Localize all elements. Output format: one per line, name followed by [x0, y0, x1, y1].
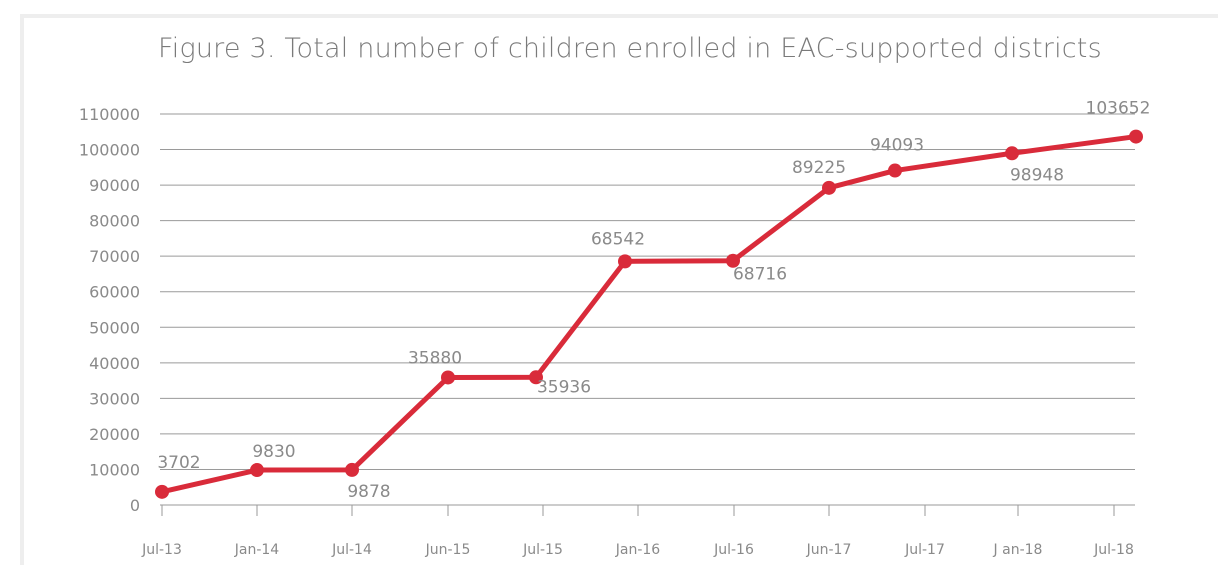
x-tick-label: Jul-18: [1093, 542, 1134, 558]
y-tick-label: 10000: [89, 460, 140, 479]
data-point: [1005, 146, 1019, 161]
chart-title: Figure 3. Total number of children enrol…: [158, 33, 1102, 64]
data-label: 68542: [591, 229, 645, 249]
y-axis-ticks: 0 10000 20000 30000 40000 50000 60000 70000 8000…: [79, 105, 140, 515]
y-tick-label: 100000: [79, 141, 140, 160]
data-point: [888, 163, 902, 178]
chart-frame: [20, 14, 1218, 565]
data-point: [250, 463, 264, 478]
data-point: [618, 254, 632, 269]
data-label: 3702: [157, 453, 200, 473]
x-tick-label: Jul-16: [713, 542, 754, 558]
data-label: 94093: [870, 136, 924, 156]
data-point: [822, 180, 836, 195]
x-tick-label: Jun-15: [425, 542, 471, 558]
data-point: [529, 370, 543, 385]
x-tick-label: Jul-15: [522, 542, 563, 558]
x-tick-label: Jan-14: [234, 542, 280, 558]
series-polyline: [159, 134, 1139, 495]
data-labels: 3702 9830 9878 35880 35936 68542 68716 89225 940…: [157, 99, 1150, 502]
data-label: 103652: [1086, 99, 1151, 119]
data-label: 9878: [347, 482, 390, 502]
x-tick-label: Jul-17: [904, 542, 945, 558]
data-point: [1129, 129, 1143, 144]
y-tick-label: 80000: [89, 212, 140, 231]
y-tick-label: 0: [130, 496, 140, 515]
y-tick-label: 60000: [89, 283, 140, 302]
data-label: 98948: [1010, 165, 1064, 185]
x-tick-label: Jun-17: [806, 542, 852, 558]
data-label: 35880: [408, 348, 462, 368]
data-label: 35936: [537, 377, 591, 397]
y-tick-label: 110000: [79, 105, 140, 124]
x-tick-label: Jul-13: [141, 542, 182, 558]
y-tick-label: 20000: [89, 425, 140, 444]
data-label: 68716: [733, 265, 787, 285]
y-tick-label: 50000: [89, 318, 140, 337]
data-point: [726, 253, 740, 268]
data-label: 9830: [252, 442, 295, 462]
series-line: [159, 134, 1139, 495]
grid-lines: [160, 113, 1135, 470]
y-tick-label: 70000: [89, 247, 140, 266]
data-point: [155, 484, 169, 499]
x-axis: Jul-13 Jan-14 Jul-14 Jun-15 Jul-15 Jan-16 Jul-…: [141, 504, 1135, 558]
y-tick-label: 40000: [89, 354, 140, 373]
data-point: [345, 462, 359, 477]
data-points: [155, 129, 1143, 499]
y-tick-label: 30000: [89, 389, 140, 408]
x-tick-label: J an-18: [993, 542, 1043, 558]
data-label: 89225: [792, 158, 846, 178]
data-point: [441, 370, 455, 385]
y-tick-label: 90000: [89, 176, 140, 195]
x-tick-label: Jan-16: [615, 542, 661, 558]
x-tick-label: Jul-14: [331, 542, 372, 558]
